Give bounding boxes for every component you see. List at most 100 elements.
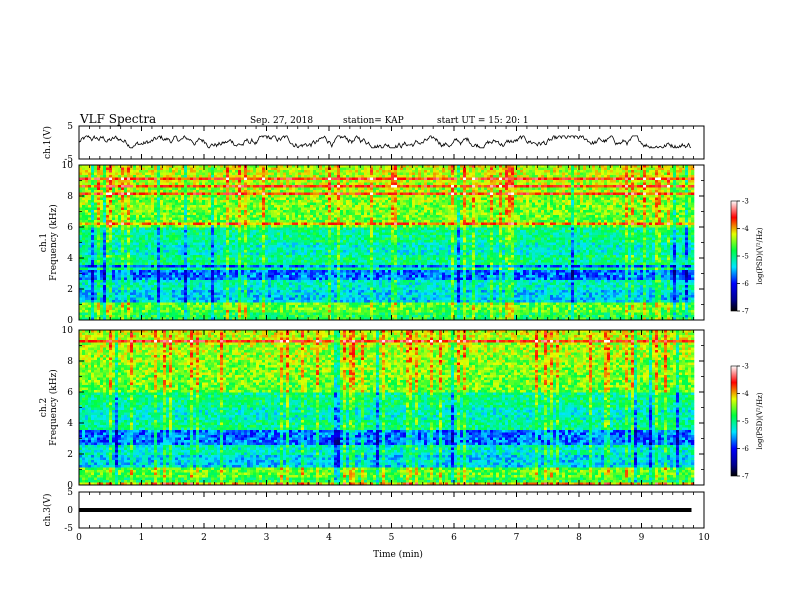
spectrogram-cell [676, 207, 680, 211]
spectrogram-cell [439, 175, 443, 178]
spectrogram-cell [316, 205, 320, 208]
spectrogram-cell [373, 185, 377, 188]
spectrogram-cell [91, 215, 95, 218]
spectrogram-cell [499, 202, 503, 206]
spectrogram-cell [439, 222, 443, 226]
spectrogram-cell [148, 192, 152, 196]
spectrogram-cell [232, 165, 236, 168]
spectrogram-cell [385, 212, 389, 216]
spectrogram-cell [121, 192, 125, 196]
spectrogram-cell [574, 205, 578, 208]
spectrogram-cell [565, 212, 569, 216]
spectrogram-cell [277, 187, 281, 191]
spectrogram-cell [502, 185, 506, 188]
spectrogram-cell [163, 170, 167, 173]
spectrogram-cell [535, 167, 539, 171]
spectrogram-cell [571, 170, 575, 173]
spectrogram-cell [247, 207, 251, 211]
spectrogram-cell [91, 205, 95, 208]
spectrogram-cell [634, 205, 638, 208]
spectrogram-cell [286, 197, 290, 201]
spectrogram-cell [571, 195, 575, 198]
spectrogram-cell [121, 207, 125, 211]
spectrogram-cell [274, 205, 278, 208]
spectrogram-cell [685, 217, 689, 221]
spectrogram-cell [130, 165, 134, 168]
spectrogram-cell [514, 222, 518, 226]
spectrogram-cell [628, 195, 632, 198]
spectrogram-cell [499, 175, 503, 178]
spectrogram-cell [661, 197, 665, 201]
spectrogram-cell [187, 195, 191, 198]
spectrogram-cell [346, 207, 350, 211]
spectrogram-cell [298, 190, 302, 193]
spectrogram-cell [361, 212, 365, 216]
spectrogram-cell [517, 217, 521, 221]
spectrogram-cell [193, 200, 197, 203]
spectrogram-cell [265, 212, 269, 216]
spectrogram-cell [637, 210, 641, 213]
spectrogram-cell [355, 217, 359, 221]
spectrogram-cell [325, 187, 329, 191]
spectrogram-cell [463, 210, 467, 213]
spectrogram-cell [496, 197, 500, 201]
spectrogram-cell [133, 205, 137, 208]
spectrogram-cell [121, 177, 125, 181]
spectrogram-cell [136, 217, 140, 221]
spectrogram-cell [520, 185, 524, 188]
spectrogram-cell [550, 182, 554, 186]
spectrogram-cell [139, 192, 143, 196]
spectrogram-cell [562, 182, 566, 186]
spectrogram-cell [673, 175, 677, 178]
spectrogram-cell [121, 215, 125, 218]
spectrogram-cell [187, 210, 191, 213]
spectrogram-cell [202, 202, 206, 206]
spectrogram-cell [118, 172, 122, 176]
spectrogram-cell [373, 175, 377, 178]
spectrogram-cell [349, 192, 353, 196]
spectrogram-cell [436, 220, 440, 223]
spectrogram-cell [112, 165, 116, 168]
spectrogram-cell [262, 192, 266, 196]
spectrogram-cell [268, 172, 272, 176]
spectrogram-cell [385, 182, 389, 186]
spectrogram-cell [664, 210, 668, 213]
spectrogram-cell [208, 170, 212, 173]
spectrogram-cell [574, 200, 578, 203]
spectrogram-cell [292, 170, 296, 173]
spectrogram-cell [292, 195, 296, 198]
spectrogram-cell [340, 217, 344, 221]
spectrogram-cell [655, 195, 659, 198]
spectrogram-cell [589, 175, 593, 178]
spectrogram-cell [283, 197, 287, 201]
spectrogram-cell [538, 195, 542, 198]
spectrogram-cell [361, 190, 365, 193]
spectrogram-cell [319, 197, 323, 201]
spectrogram-cell [505, 210, 509, 213]
spectrogram-cell [334, 172, 338, 176]
spectrogram-cell [535, 185, 539, 188]
spectrogram-cell [109, 192, 113, 196]
spectrogram-cell [589, 192, 593, 196]
spectrogram-cell [466, 210, 470, 213]
spectrogram-cell [190, 207, 194, 211]
spectrogram-cell [679, 175, 683, 178]
spectrogram-cell [415, 177, 419, 181]
spectrogram-cell [262, 172, 266, 176]
spectrogram-cell [670, 220, 674, 223]
spectrogram-cell [415, 202, 419, 206]
spectrogram-cell [298, 207, 302, 211]
spectrogram-cell [496, 222, 500, 226]
spectrogram-cell [472, 207, 476, 211]
spectrogram-cell [586, 187, 590, 191]
spectrogram-cell [406, 192, 410, 196]
spectrogram-cell [346, 172, 350, 176]
spectrogram-cell [184, 212, 188, 216]
spectrogram-cell [487, 180, 491, 183]
spectrogram-cell [334, 167, 338, 171]
spectrogram-cell [421, 205, 425, 208]
spectrogram-cell [235, 167, 239, 171]
spectrogram-cell [523, 180, 527, 183]
spectrogram-cell [553, 165, 557, 168]
